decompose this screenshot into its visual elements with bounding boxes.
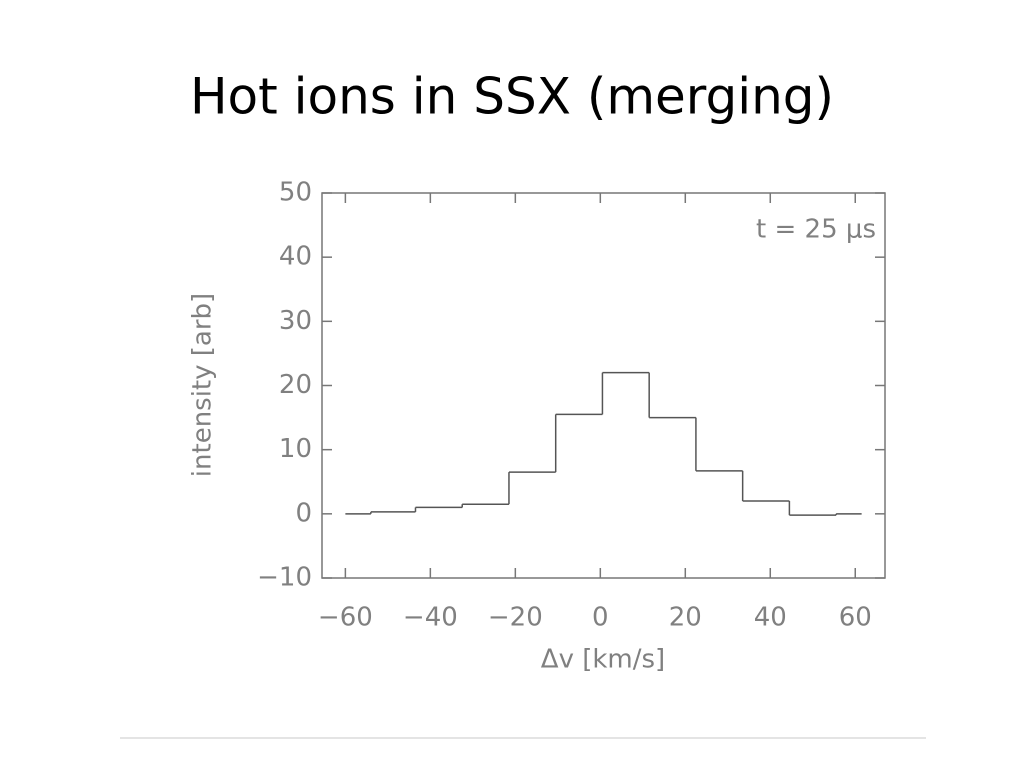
x-tick-label: 0: [592, 603, 609, 633]
x-tick-label: −40: [403, 603, 458, 633]
x-tick-label: 20: [669, 603, 702, 633]
y-tick-label: 30: [279, 306, 312, 336]
plot-frame: [321, 192, 886, 579]
y-tick-label: 10: [279, 434, 312, 464]
slide-title: Hot ions in SSX (merging): [190, 68, 834, 126]
y-axis-label: intensity [arb]: [188, 293, 218, 477]
x-tick-label: −60: [318, 603, 373, 633]
y-tick-label: 0: [295, 498, 312, 528]
x-tick-label: 60: [839, 603, 872, 633]
annotation: t = 25 μs: [756, 215, 876, 245]
y-tick-label: 40: [279, 242, 312, 272]
x-axis-label: Δv [km/s]: [541, 645, 665, 675]
x-tick-label: 40: [754, 603, 787, 633]
y-tick-label: 20: [279, 370, 312, 400]
x-tick-label: −20: [488, 603, 543, 633]
y-tick-label: −10: [257, 563, 312, 593]
y-tick-label: 50: [279, 178, 312, 208]
